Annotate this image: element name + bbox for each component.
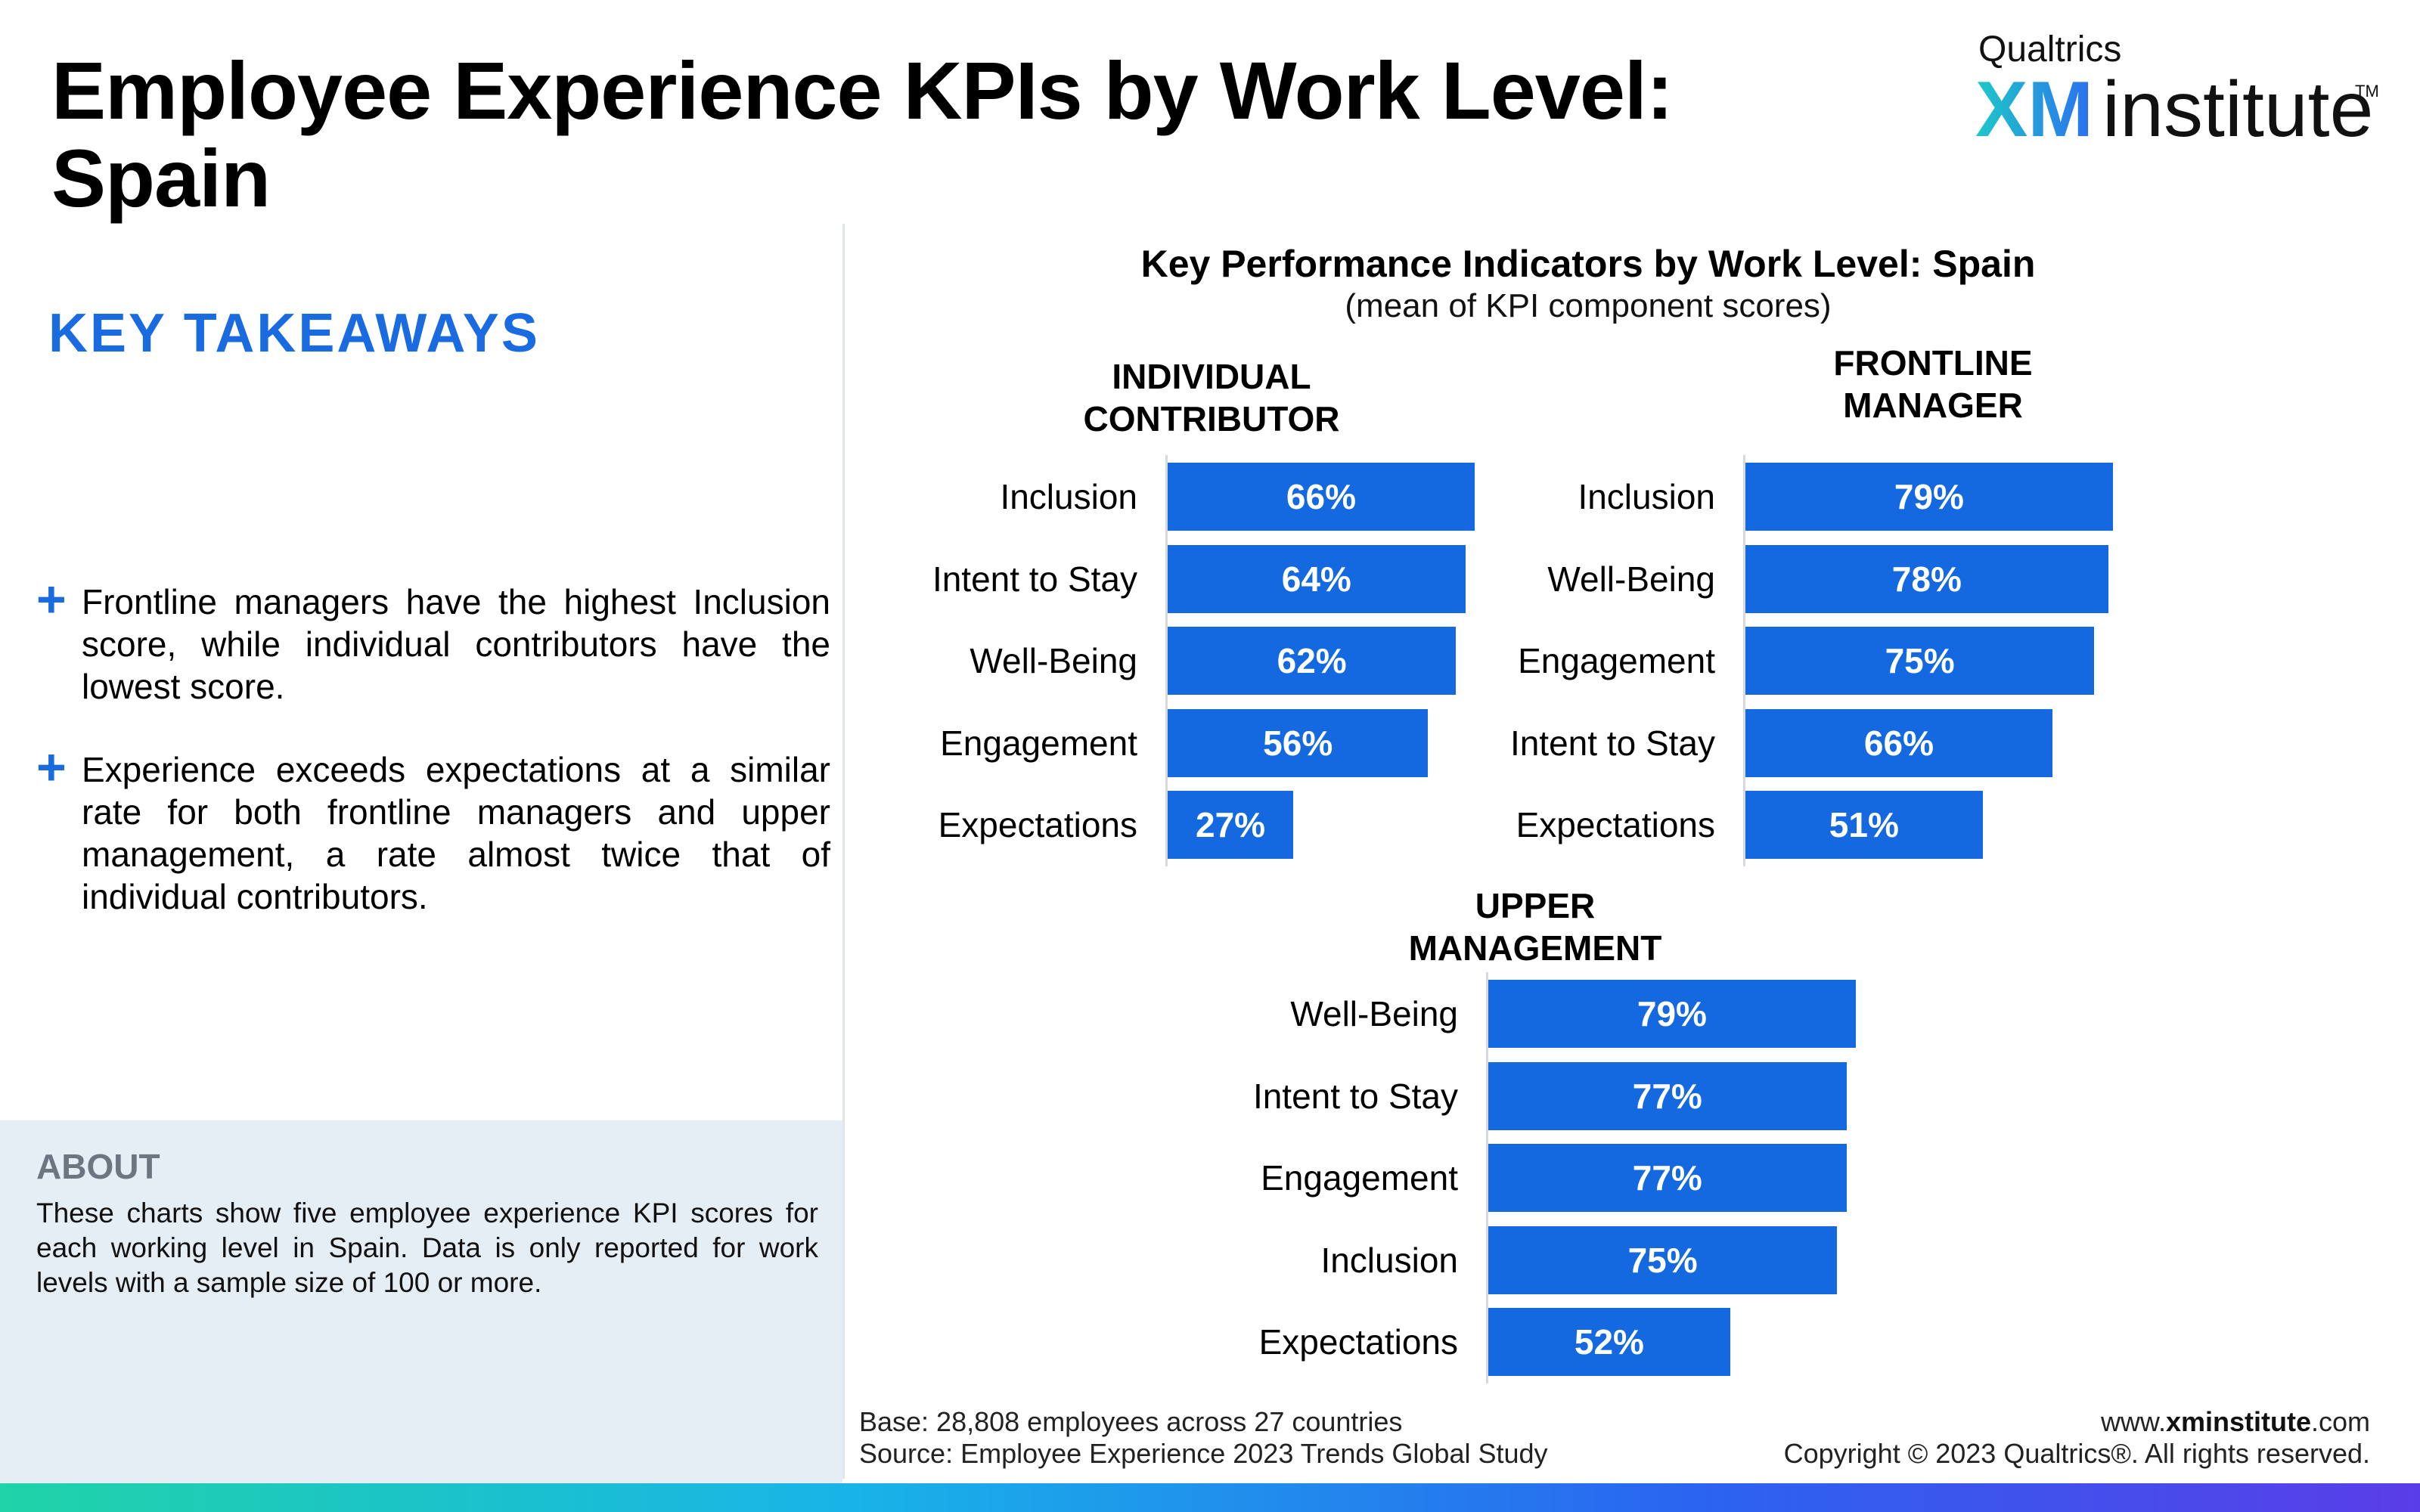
logo-qualtrics-text: Qualtrics xyxy=(1978,29,2122,70)
kpi-bar: 51% xyxy=(1745,791,1983,859)
logo-xm-text: XM xyxy=(1975,66,2093,153)
panel-title-line: FRONTLINE xyxy=(1833,343,2033,383)
bar-value-label: 79% xyxy=(1637,994,1707,1033)
kpi-bar: 77% xyxy=(1488,1061,1847,1130)
kpi-bar: 66% xyxy=(1168,463,1475,531)
kpi-bar: 75% xyxy=(1488,1225,1838,1294)
category-label: Expectations xyxy=(1258,1322,1458,1362)
plus-icon: + xyxy=(36,739,67,796)
panel-title: UPPER MANAGEMENT xyxy=(1308,885,1762,969)
bar-value-label: 64% xyxy=(1281,559,1351,599)
category-label: Expectations xyxy=(1516,805,1715,844)
key-takeaways-heading: KEY TAKEAWAYS xyxy=(48,303,540,364)
category-label: Well-Being xyxy=(970,641,1137,680)
logo-trademark: TM xyxy=(2355,82,2379,101)
bar-value-label: 51% xyxy=(1829,805,1899,844)
panel-title-line: MANAGER xyxy=(1843,386,2023,425)
panel-title-line: UPPER xyxy=(1475,886,1596,925)
panel-title: INDIVIDUAL CONTRIBUTOR xyxy=(985,355,1438,440)
bar-value-label: 66% xyxy=(1286,477,1356,516)
kpi-bar: 62% xyxy=(1168,627,1457,695)
category-label: Expectations xyxy=(938,805,1137,844)
category-label: Engagement xyxy=(1261,1158,1458,1198)
about-title: ABOUT xyxy=(36,1147,160,1186)
bar-value-label: 78% xyxy=(1891,559,1962,599)
logo-institute-text: institute xyxy=(2102,66,2374,153)
footer-sources: Base: 28,808 employees across 27 countri… xyxy=(859,1406,1548,1470)
footer-credits: www.xminstitute.com Copyright © 2023 Qua… xyxy=(1784,1406,2370,1470)
bar-value-label: 56% xyxy=(1263,723,1333,763)
axis-baseline xyxy=(1743,455,1745,866)
panel-title: FRONTLINE MANAGER xyxy=(1706,342,2160,426)
bar-value-label: 52% xyxy=(1574,1322,1644,1362)
bar-value-label: 27% xyxy=(1195,805,1266,844)
bar-value-label: 79% xyxy=(1894,477,1964,516)
kpi-bar: 77% xyxy=(1488,1144,1847,1212)
plus-icon: + xyxy=(36,571,67,628)
bottom-gradient-strip xyxy=(0,1483,2420,1512)
kpi-bar: 64% xyxy=(1168,544,1466,613)
panel-title-line: CONTRIBUTOR xyxy=(1083,399,1340,438)
axis-baseline xyxy=(1165,455,1168,866)
category-label: Intent to Stay xyxy=(1509,723,1715,763)
kpi-bar: 75% xyxy=(1745,627,2095,695)
about-text: These charts show five employee experien… xyxy=(36,1198,818,1298)
kpi-bar: 56% xyxy=(1168,708,1429,777)
category-label: Inclusion xyxy=(1000,477,1137,516)
bar-value-label: 75% xyxy=(1627,1240,1698,1280)
kpi-bar: 79% xyxy=(1488,980,1856,1048)
bar-value-label: 75% xyxy=(1885,641,1955,680)
panel-title-line: MANAGEMENT xyxy=(1408,928,1662,968)
base-note: Base: 28,808 employees across 27 countri… xyxy=(859,1406,1403,1437)
kpi-bar: 52% xyxy=(1488,1308,1730,1376)
category-label: Engagement xyxy=(1518,641,1715,680)
kpi-bar: 78% xyxy=(1745,544,2108,613)
kpi-bar: 79% xyxy=(1745,463,2113,531)
category-label: Well-Being xyxy=(1547,559,1715,599)
website-link[interactable]: www.xminstitute.com xyxy=(2100,1406,2370,1437)
chart-title: Key Performance Indicators by Work Level… xyxy=(1140,243,2036,285)
takeaway-text: Experience exceeds expectations at a sim… xyxy=(82,750,830,916)
bar-value-label: 66% xyxy=(1863,723,1934,763)
category-label: Inclusion xyxy=(1578,477,1715,516)
about-panel: ABOUT These charts show five employee ex… xyxy=(0,1120,842,1483)
category-label: Intent to Stay xyxy=(932,559,1137,599)
axis-baseline xyxy=(1486,972,1488,1383)
takeaway-text: Frontline managers have the highest Incl… xyxy=(82,582,830,706)
chart-subtitle: (mean of KPI component scores) xyxy=(1345,287,1832,324)
copyright-notice: Copyright © 2023 Qualtrics®. All rights … xyxy=(1783,1438,2370,1469)
kpi-bar: 66% xyxy=(1745,708,2052,777)
category-label: Intent to Stay xyxy=(1252,1076,1458,1116)
vertical-divider xyxy=(842,224,845,1479)
bar-value-label: 77% xyxy=(1632,1076,1702,1116)
category-label: Engagement xyxy=(940,723,1137,763)
page-title: Employee Experience KPIs by Work Level: … xyxy=(51,45,1674,224)
panel-title-line: INDIVIDUAL xyxy=(1112,357,1311,396)
category-label: Inclusion xyxy=(1320,1240,1458,1280)
kpi-bar: 27% xyxy=(1168,791,1294,859)
bar-value-label: 77% xyxy=(1632,1158,1702,1198)
category-label: Well-Being xyxy=(1290,994,1458,1033)
bar-value-label: 62% xyxy=(1277,641,1347,680)
xm-institute-logo: Qualtrics XM institute TM xyxy=(1975,29,2379,151)
source-note: Source: Employee Experience 2023 Trends … xyxy=(859,1438,1548,1469)
